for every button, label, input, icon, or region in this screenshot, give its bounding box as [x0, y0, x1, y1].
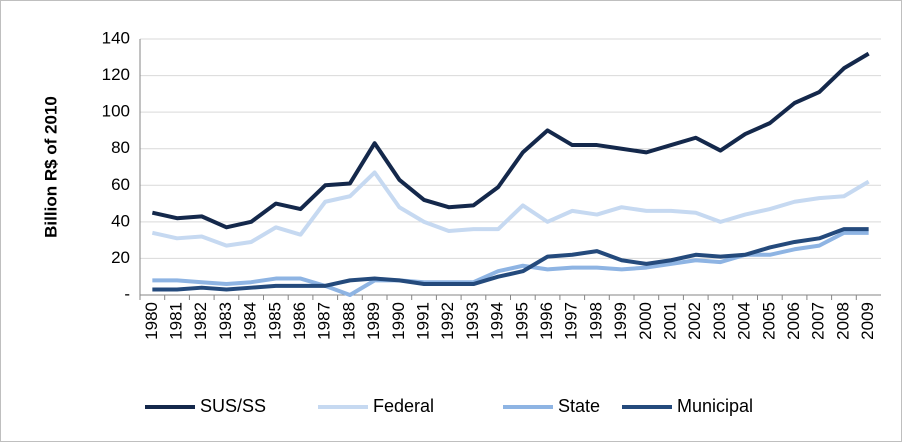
x-tick-label: 1992: [438, 302, 457, 340]
x-tick-label: 2004: [735, 302, 754, 340]
y-tick-label: 100: [102, 102, 130, 121]
x-tick-label: 1984: [241, 302, 260, 340]
x-tick-label: 2006: [784, 302, 803, 340]
y-tick-label: 140: [102, 28, 130, 47]
x-tick-label: 2005: [759, 302, 778, 340]
x-tick-label: 1983: [216, 302, 235, 340]
x-tick-label: 1996: [537, 302, 556, 340]
x-tick-label: 2000: [636, 302, 655, 340]
x-tick-label: 1997: [562, 302, 581, 340]
x-tick-label: 1986: [290, 302, 309, 340]
x-tick-label: 1985: [265, 302, 284, 340]
legend-label: Federal: [373, 396, 434, 416]
legend-label: Municipal: [677, 396, 753, 416]
x-tick-label: 1988: [339, 302, 358, 340]
y-tick-label: 20: [111, 248, 130, 267]
x-tick-label: 1995: [512, 302, 531, 340]
x-tick-label: 2003: [710, 302, 729, 340]
line-series: [151, 51, 870, 230]
x-tick-label: 1987: [315, 302, 334, 340]
x-tick-label: 2008: [833, 302, 852, 340]
x-tick-label: 1994: [488, 302, 507, 340]
x-tick-label: 1982: [191, 302, 210, 340]
x-tick-label: 1989: [364, 302, 383, 340]
x-tick-label: 2009: [858, 302, 877, 340]
legend-label: State: [558, 396, 600, 416]
x-tick-label: 1998: [586, 302, 605, 340]
y-tick-label: 80: [111, 138, 130, 157]
legend-label: SUS/SS: [200, 396, 266, 416]
y-axis-label: Billion R$ of 2010: [41, 96, 60, 238]
x-tick-label: 1990: [389, 302, 408, 340]
line-series: [151, 170, 870, 248]
x-tick-label: 2002: [685, 302, 704, 340]
x-tick-label: 1980: [142, 302, 161, 340]
x-tick-label: 1993: [463, 302, 482, 340]
x-tick-label: 1981: [167, 302, 186, 340]
x-tick-label: 2001: [661, 302, 680, 340]
y-tick-label: 40: [111, 211, 130, 230]
y-tick-label: 60: [111, 175, 130, 194]
line-series: [152, 227, 869, 292]
x-tick-label: 2007: [809, 302, 828, 340]
x-tick-label: 1999: [611, 302, 630, 340]
y-tick-label: 120: [102, 65, 130, 84]
x-tick-label: 1991: [414, 302, 433, 340]
y-tick-label: -: [124, 284, 130, 303]
